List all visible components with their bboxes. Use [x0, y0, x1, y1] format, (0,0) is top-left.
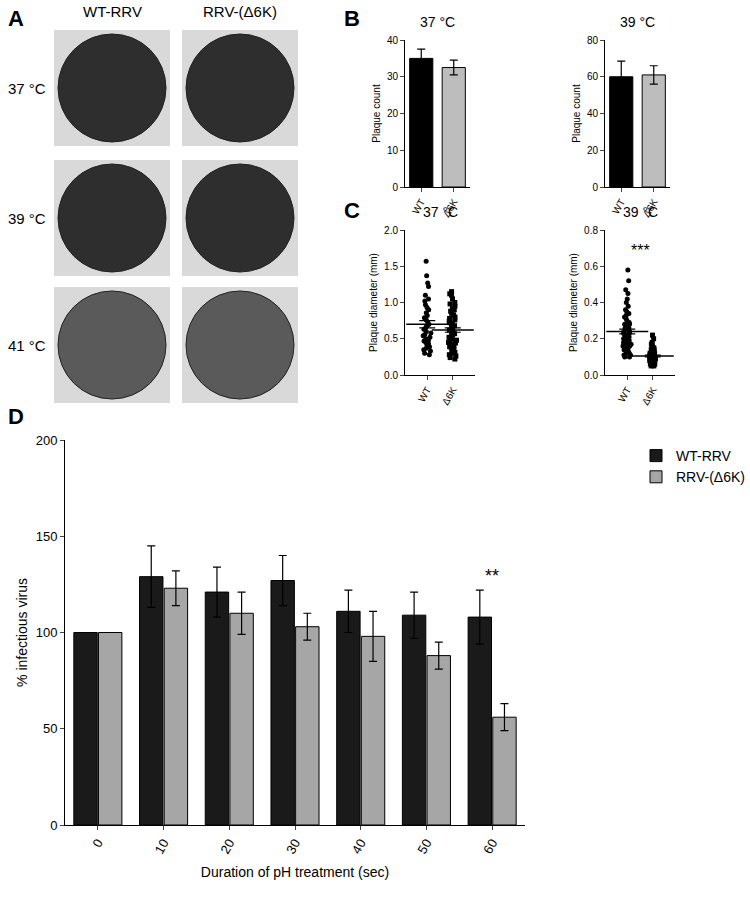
svg-text:39 °C: 39 °C [8, 210, 46, 227]
svg-text:0: 0 [89, 836, 106, 850]
svg-text:20: 20 [217, 836, 237, 856]
svg-text:**: ** [485, 566, 499, 586]
svg-text:39 °C: 39 °C [623, 204, 658, 220]
svg-text:***: *** [631, 242, 650, 259]
svg-text:0.0: 0.0 [384, 370, 398, 381]
svg-text:100: 100 [36, 625, 58, 640]
svg-text:0: 0 [392, 182, 398, 193]
svg-text:Plaque diameter (mm): Plaque diameter (mm) [568, 253, 579, 352]
svg-text:20: 20 [587, 145, 599, 156]
svg-text:0: 0 [50, 818, 57, 833]
svg-text:10: 10 [387, 145, 399, 156]
svg-text:Δ6K: Δ6K [441, 197, 460, 219]
svg-text:A: A [8, 6, 24, 31]
svg-text:20: 20 [387, 108, 399, 119]
svg-text:0.0: 0.0 [584, 370, 598, 381]
svg-text:Plaque count: Plaque count [571, 84, 582, 143]
svg-text:% infectious virus: % infectious virus [14, 578, 30, 687]
svg-text:0.5: 0.5 [384, 333, 398, 344]
svg-text:50: 50 [414, 836, 434, 856]
svg-text:150: 150 [36, 529, 58, 544]
svg-text:B: B [344, 6, 360, 31]
svg-text:40: 40 [349, 836, 369, 856]
svg-text:WT: WT [410, 197, 427, 216]
svg-text:WT-RRV: WT-RRV [676, 448, 732, 464]
svg-text:80: 80 [587, 35, 599, 46]
svg-text:60: 60 [587, 71, 599, 82]
svg-text:0.2: 0.2 [584, 333, 598, 344]
svg-text:0.4: 0.4 [584, 297, 598, 308]
svg-text:2.0: 2.0 [384, 225, 398, 236]
svg-text:Plaque count: Plaque count [371, 84, 382, 143]
svg-text:C: C [344, 198, 360, 223]
svg-text:37 °C: 37 °C [423, 204, 458, 220]
svg-text:WT: WT [416, 385, 433, 404]
svg-text:D: D [8, 404, 24, 429]
svg-text:0.6: 0.6 [584, 261, 598, 272]
svg-text:39 °C: 39 °C [620, 14, 655, 30]
svg-text:30: 30 [387, 71, 399, 82]
svg-text:50: 50 [43, 721, 57, 736]
svg-text:37 °C: 37 °C [420, 14, 455, 30]
svg-text:1.5: 1.5 [384, 261, 398, 272]
svg-text:Plaque diameter (mm): Plaque diameter (mm) [368, 253, 379, 352]
svg-text:Δ6K: Δ6K [640, 385, 659, 407]
svg-text:40: 40 [587, 108, 599, 119]
svg-text:200: 200 [36, 433, 58, 448]
svg-text:Δ6K: Δ6K [641, 197, 660, 219]
svg-text:WT: WT [616, 385, 633, 404]
svg-text:41 °C: 41 °C [8, 337, 46, 354]
svg-text:Δ6K: Δ6K [440, 385, 459, 407]
svg-text:1.0: 1.0 [384, 297, 398, 308]
svg-text:Duration of pH treatment (sec): Duration of pH treatment (sec) [201, 864, 389, 880]
svg-text:30: 30 [283, 836, 303, 856]
svg-text:RRV-(Δ6K): RRV-(Δ6K) [203, 3, 277, 20]
svg-text:37 °C: 37 °C [8, 80, 46, 97]
svg-text:60: 60 [480, 836, 500, 856]
svg-text:WT-RRV: WT-RRV [83, 3, 142, 20]
svg-text:RRV-(Δ6K): RRV-(Δ6K) [676, 469, 745, 485]
svg-text:WT: WT [610, 197, 627, 216]
svg-text:10: 10 [152, 836, 172, 856]
svg-text:0.8: 0.8 [584, 225, 598, 236]
svg-text:40: 40 [387, 35, 399, 46]
svg-text:0: 0 [592, 182, 598, 193]
